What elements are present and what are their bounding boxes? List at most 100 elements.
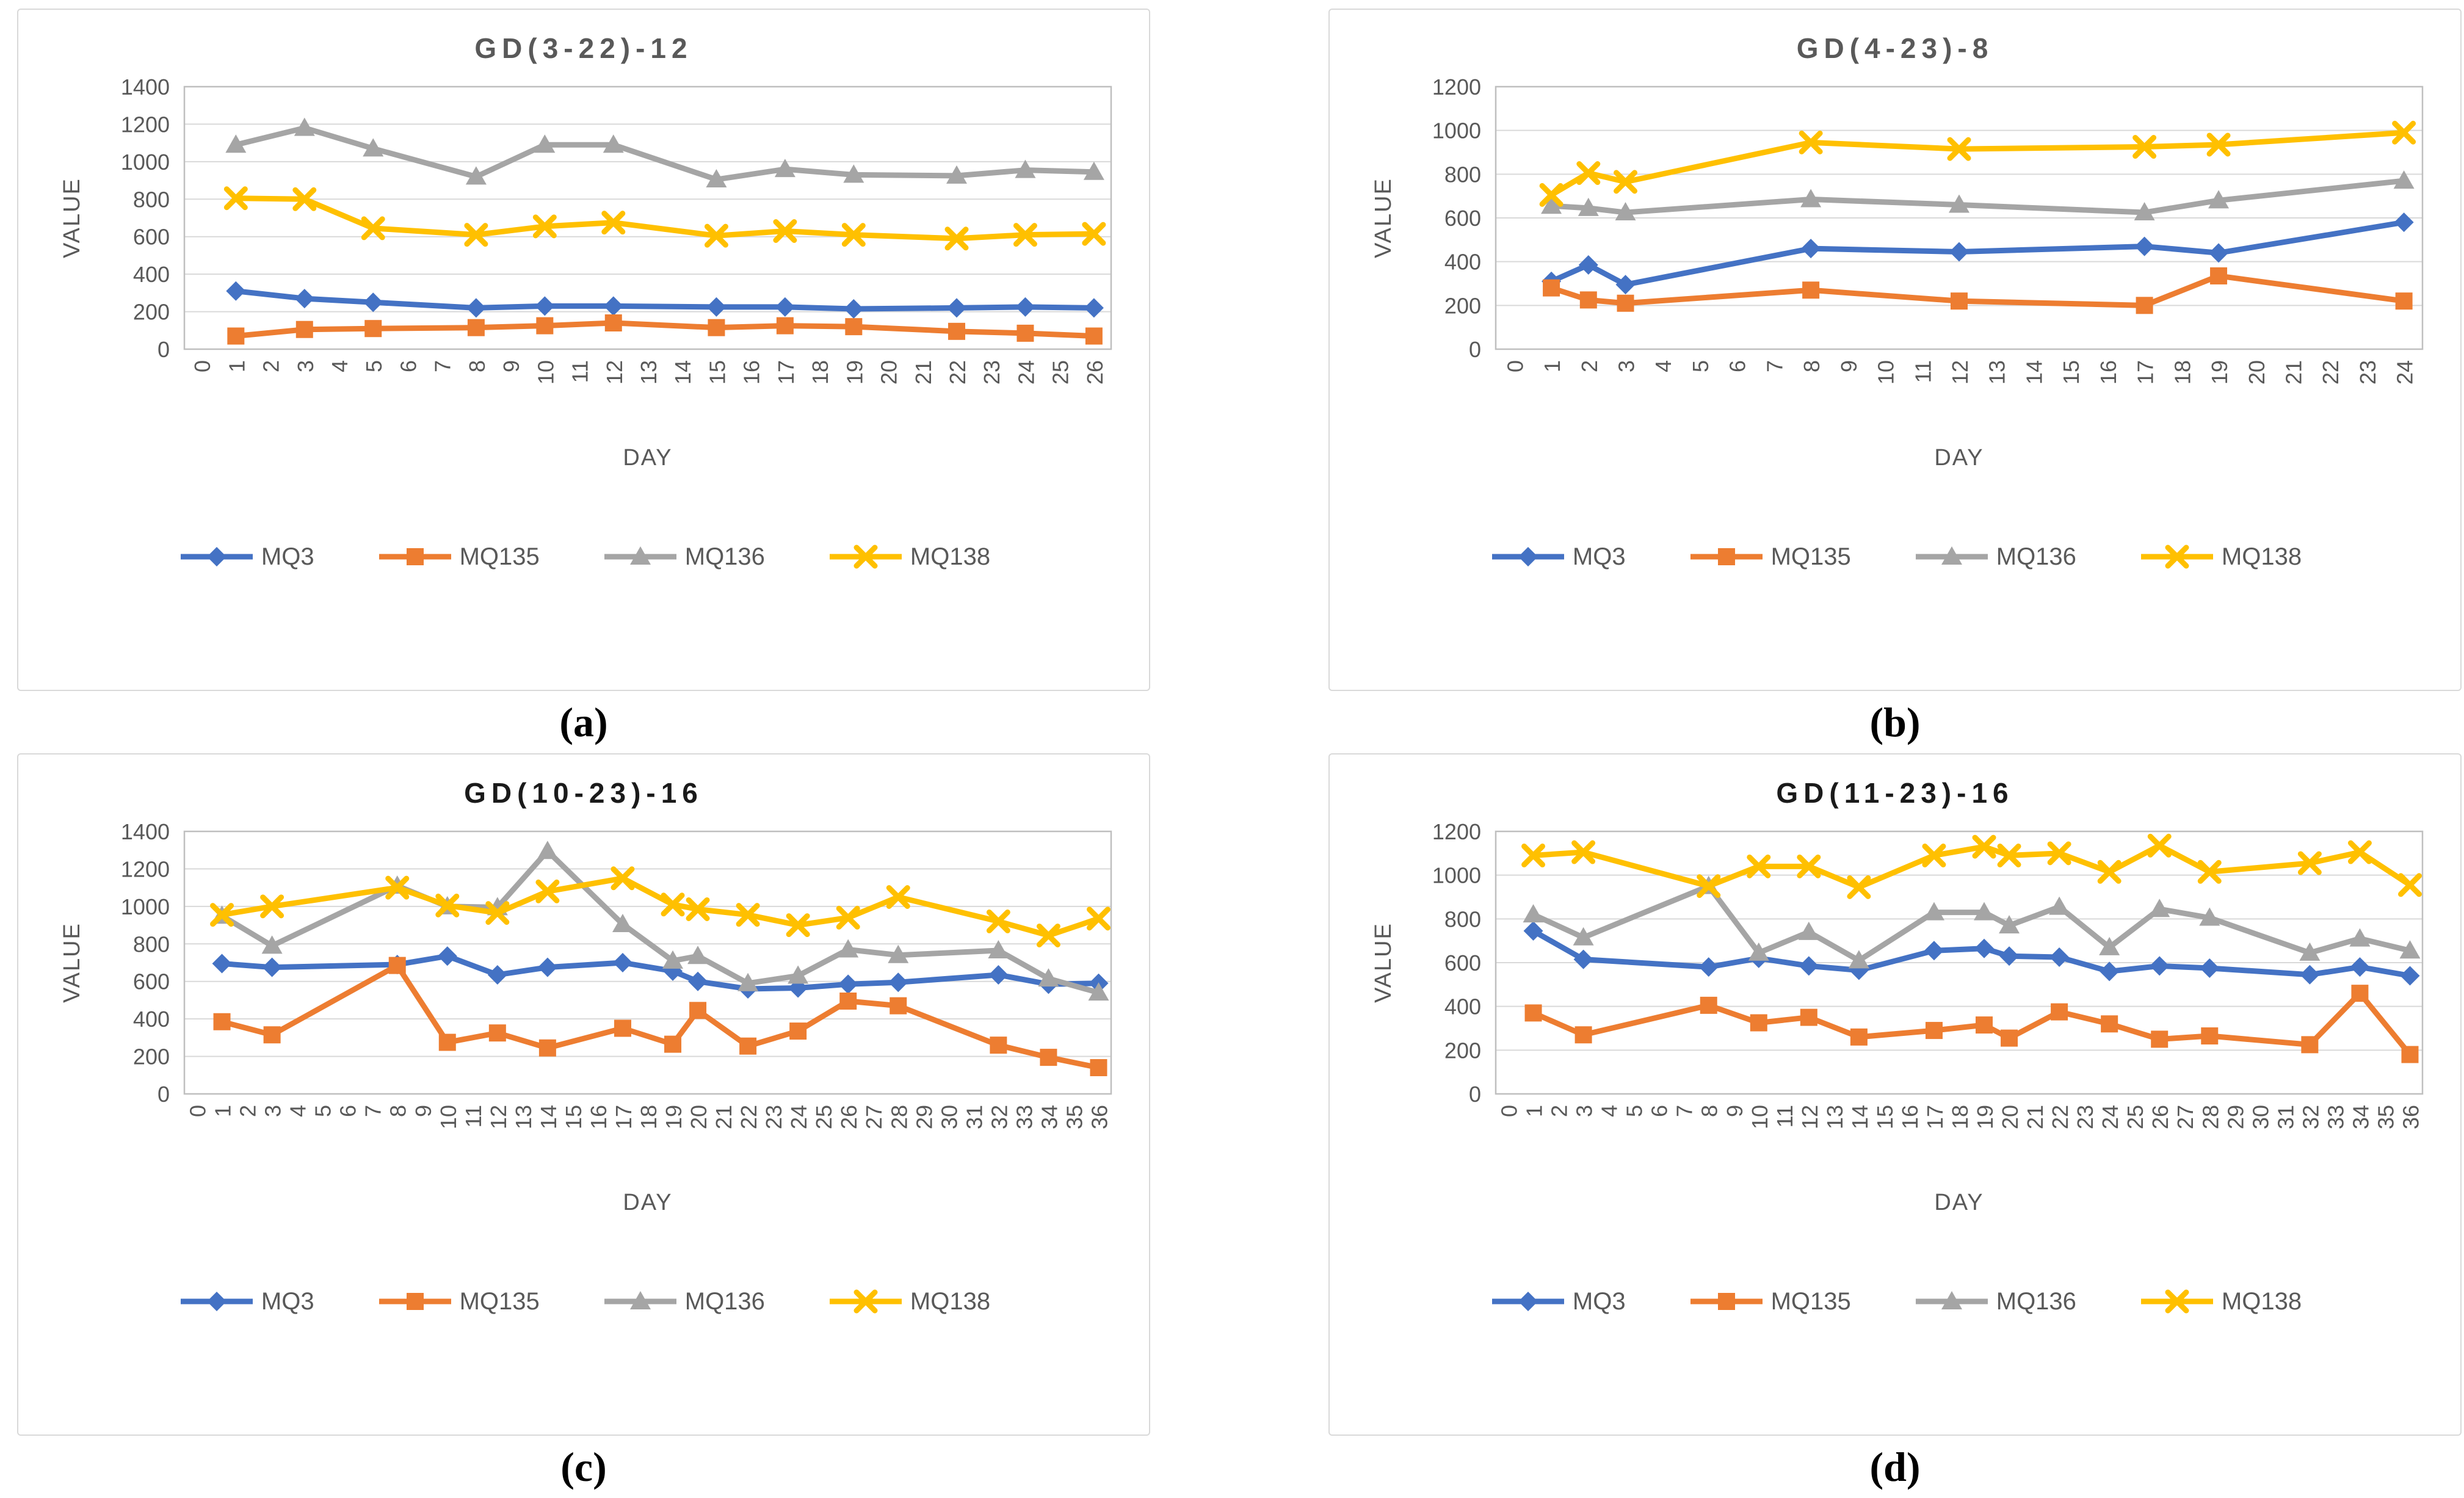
x-tick-label: 0 [190,360,215,372]
legend-item-MQ138: MQ138 [2137,1287,2302,1316]
triangle-marker [2349,928,2371,947]
x-tick-label: 28 [2198,1105,2223,1129]
legend-x-swatch [2140,545,2213,569]
square-marker [604,314,622,331]
x-tick-label: 30 [937,1105,962,1129]
triangle-marker [774,159,795,178]
triangle-marker [2134,202,2155,221]
legend-label: MQ138 [2221,1287,2302,1315]
x-tick-label: 14 [1847,1105,1872,1129]
square-marker [2051,1003,2068,1021]
square-marker [1090,1059,1107,1076]
x-marker [2165,1289,2189,1314]
x-axis-title: DAY [623,1190,672,1215]
square-marker [845,318,863,336]
diamond-marker [537,957,557,977]
square-marker [708,319,725,336]
triangle-marker [1573,927,1594,946]
diamond-marker [262,957,282,977]
triangle-marker [706,169,727,188]
diamond-marker [888,972,908,993]
x-tick-label: 26 [1082,360,1107,385]
x-tick-label: 24 [2393,360,2418,385]
diamond-marker [466,298,486,318]
legend-square-swatch [379,1293,451,1310]
series-MQ135 [213,957,1107,1076]
series-MQ136 [225,117,1104,188]
x-marker [1571,840,1596,864]
diamond-marker [663,961,683,981]
x-tick-label: 2 [259,360,284,372]
triangle-marker [1923,902,1944,921]
square-marker [689,1002,707,1019]
triangle-marker [2149,899,2170,917]
x-tick-label: 24 [786,1105,811,1129]
diamond-marker [206,547,226,566]
x-tick-label: 18 [808,360,833,385]
x-tick-label: 19 [661,1105,686,1129]
panel-d-title: GD(11-23)-16 [1776,777,2014,809]
y-tick-label: 200 [133,300,170,325]
y-axis-title: VALUE [1371,178,1396,258]
x-marker [532,214,557,239]
square-marker [388,957,406,974]
x-marker [1614,170,1638,194]
x-tick-label: 4 [1651,360,1676,372]
diamond-marker [1799,956,1819,976]
x-tick-label: 29 [2223,1105,2248,1129]
triangle-marker [2299,942,2321,961]
x-marker [773,219,797,243]
legend-diamond-swatch [180,547,253,566]
square-marker [2395,292,2413,310]
square-marker [213,1013,231,1030]
triangle-marker [687,946,709,964]
x-tick-label: 13 [1822,1105,1847,1129]
x-marker [601,211,626,235]
diamond-marker [2200,958,2220,978]
x-tick-label: 35 [2373,1105,2398,1129]
x-marker [2097,859,2122,884]
legend-label: MQ3 [1572,543,1626,570]
x-tick-label: 12 [602,360,627,385]
x-tick-label: 18 [636,1105,661,1129]
diamond-marker [1949,242,1969,262]
diamond-marker [1801,239,1821,259]
x-tick-label: 20 [2244,360,2269,385]
x-axis-title: DAY [1934,1190,1984,1215]
triangle-marker [843,164,864,183]
triangle-marker [1941,1291,1962,1309]
x-tick-label: 31 [962,1105,987,1129]
square-marker [467,319,485,336]
y-tick-label: 400 [1444,250,1481,275]
y-tick-label: 800 [1444,162,1481,187]
x-tick-label: 21 [2023,1105,2048,1129]
square-marker [2151,1030,2169,1048]
square-marker [1524,1004,1542,1022]
x-tick-label: 10 [1747,1105,1772,1129]
x-tick-label: 15 [2059,360,2084,385]
triangle-marker [1798,921,1819,940]
legend-item-MQ135: MQ135 [1687,542,1851,571]
x-tick-label: 17 [2133,360,2158,385]
x-tick-label: 18 [1948,1105,1973,1129]
triangle-marker [612,914,633,933]
square-marker [2201,1027,2219,1045]
x-tick-label: 10 [533,360,558,385]
square-marker [1085,327,1103,345]
square-marker [1016,324,1034,342]
triangle-marker [603,134,624,153]
diamond-marker [294,289,314,309]
x-tick-label: 21 [2281,360,2306,385]
caption-d: (d) [1869,1443,1921,1490]
y-axis-title: VALUE [59,922,85,1003]
square-marker [2351,985,2369,1002]
panel-a-title: GD(3-22)-12 [474,32,693,64]
x-tick-label: 4 [327,360,352,372]
legend-item-MQ136: MQ136 [1912,1287,2076,1316]
triangle-marker [1748,942,1769,961]
series-MQ138 [210,866,1111,947]
square-marker [2101,1015,2118,1033]
triangle-marker [629,546,651,565]
legend-diamond-swatch [1491,547,1564,566]
